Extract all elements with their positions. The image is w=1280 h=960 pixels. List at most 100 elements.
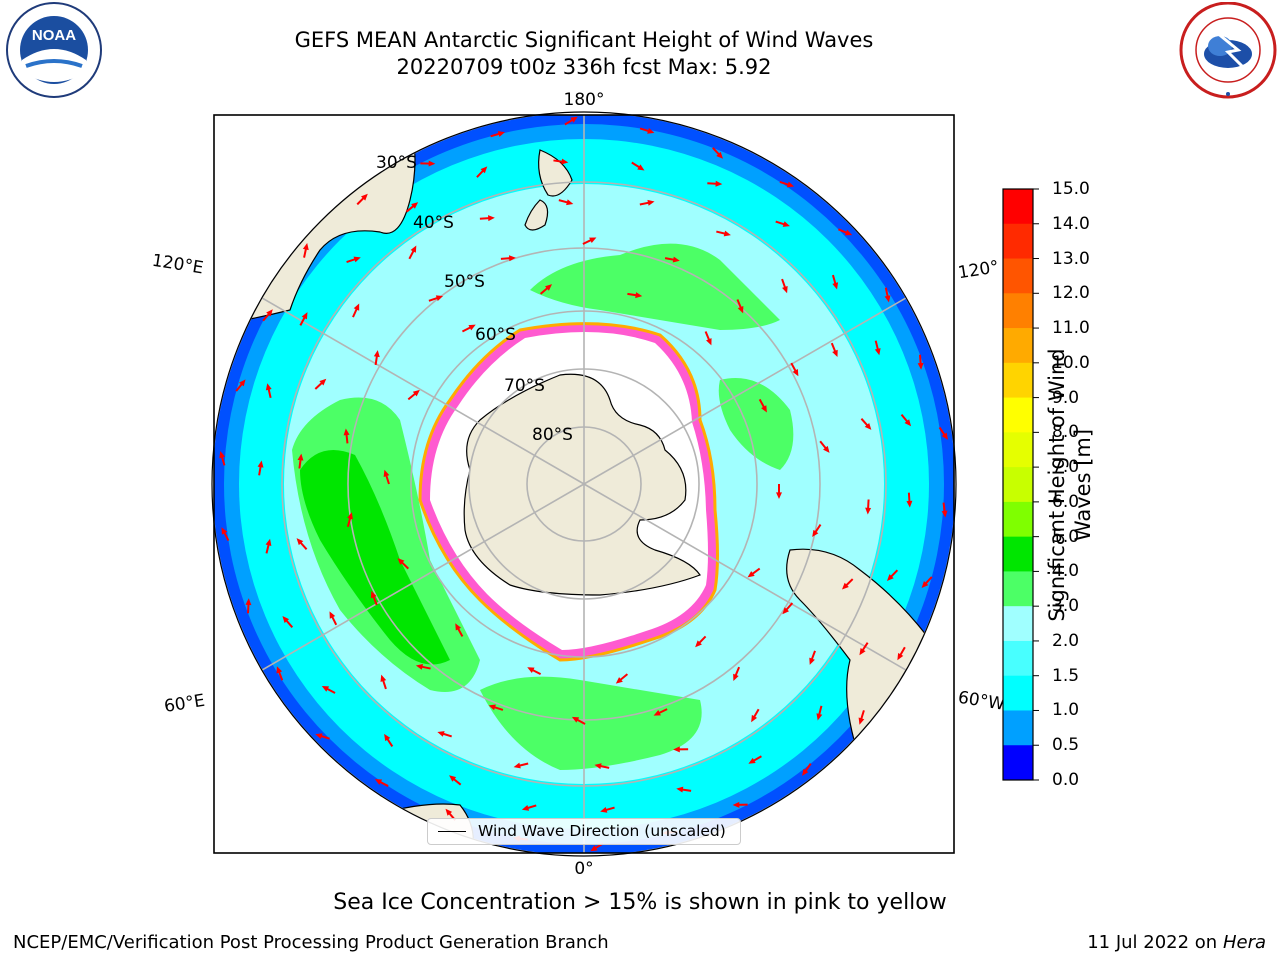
wave-arrow-head: [370, 590, 377, 599]
graticule: [214, 115, 954, 853]
wave-arrow-head: [865, 507, 872, 515]
wave-arrow-head: [508, 255, 516, 262]
lon-label-60w: 60°W: [957, 688, 1007, 715]
wave-arrow-head: [737, 306, 744, 314]
wave-arrow-head: [921, 581, 929, 588]
wave-arrow-head: [219, 450, 226, 459]
wave-arrow-head: [561, 158, 569, 165]
wave-arrow-head: [347, 512, 353, 520]
wave-arrow-head: [802, 768, 809, 776]
chart-subtitle: 20220709 t00z 336h fcst Max: 5.92: [396, 55, 772, 79]
colorbar-tick-label: 0.5: [1052, 735, 1080, 756]
wave-arrow-head: [748, 757, 756, 764]
lon-label-0: 0°: [574, 859, 593, 879]
wave-arrow-head: [361, 193, 368, 201]
wave-arrow-head: [590, 845, 598, 852]
wave-arrow-head: [321, 685, 330, 692]
wave-arrow-head: [239, 379, 246, 387]
wave-arrow-head: [445, 808, 453, 816]
wave-arrow-head: [823, 445, 830, 453]
colorbar-segment: [1003, 501, 1033, 538]
wave-arrow-head: [353, 256, 361, 263]
wave-patch-south: [480, 676, 702, 770]
wave-arrow-head: [468, 324, 476, 331]
wave-arrow-head: [437, 731, 445, 737]
wave-arrow-head: [527, 667, 535, 673]
wave-arrow-head: [782, 285, 788, 294]
colorbar-segment: [1003, 328, 1033, 364]
wave-arrow-head: [941, 510, 948, 518]
colorbar-tick-label: 15.0: [1052, 179, 1090, 199]
wave-arrow-head: [672, 256, 680, 263]
wave-arrow-head: [383, 469, 390, 477]
wave-arrow-head: [859, 647, 866, 656]
map-frame: [213, 114, 955, 854]
colorbar-tick-label: 5.0: [1052, 526, 1080, 547]
wave-arrow-head: [706, 338, 712, 346]
lat-label-60s: 60°S: [475, 325, 516, 345]
colorbar-tick-label: 11.0: [1052, 318, 1090, 339]
wave-arrow-head: [276, 666, 283, 674]
wave-arrow-head: [245, 598, 252, 606]
colorbar-label-line1: Significant Height of Wind: [1045, 348, 1069, 622]
colorbar-label-line2: Waves [m]: [1071, 428, 1095, 542]
colorbar-tick-label: 12.0: [1052, 283, 1090, 304]
colorbar-segment: [1003, 675, 1033, 711]
wave-arrow-head: [571, 716, 580, 723]
wave-arrow-head: [676, 786, 684, 793]
wave-arrow-head: [428, 160, 436, 167]
footer-date: 11 Jul 2022 on Hera: [1087, 932, 1266, 953]
wave-arrow-head: [589, 237, 597, 244]
wave-arrow-head: [647, 199, 655, 206]
colorbar-segment: [1003, 189, 1033, 225]
footer-credit: NCEP/EMC/Verification Post Processing Pr…: [13, 932, 609, 953]
wave-arrow-head: [315, 733, 323, 740]
wave-arrow-head: [410, 245, 417, 253]
wave-arrow-head: [513, 762, 521, 769]
wave-arrow-head: [776, 492, 782, 499]
colorbar-segment: [1003, 293, 1033, 329]
wave-arrow-head: [570, 116, 578, 123]
wave-arrow-head: [733, 673, 739, 682]
wave-arrow-head: [380, 674, 387, 682]
wave-arrow-head: [673, 746, 680, 753]
colorbar-tick-label: 9.0: [1052, 387, 1080, 408]
legend-label: Wind Wave Direction (unscaled): [478, 822, 726, 840]
wave-arrow-head: [782, 221, 790, 227]
wave-arrow-head: [812, 529, 819, 538]
chart-title: GEFS MEAN Antarctic Significant Height o…: [294, 28, 874, 52]
colorbar-segment: [1003, 258, 1033, 294]
colorbar-segment: [1003, 745, 1033, 781]
wave-arrow-head: [751, 714, 758, 723]
colorbar-tick-label: 7.0: [1052, 457, 1080, 478]
wave-arrow-head: [521, 804, 530, 811]
wave-arrow-head: [296, 538, 304, 546]
colorbar-tick-label: 13.0: [1052, 248, 1090, 269]
colorbar-segment: [1003, 640, 1033, 677]
wave-arrow-head: [732, 801, 740, 808]
wave-arrow-head: [302, 242, 309, 251]
wave-arrow-head: [917, 362, 924, 370]
wave-arrow-head: [786, 181, 795, 188]
wave-arrow-head: [816, 713, 823, 721]
wave-arrow-head: [282, 616, 290, 623]
wave-arrow-head: [886, 574, 894, 581]
wave-arrow-head: [480, 166, 488, 174]
colorbar-tick-label: 4.0: [1052, 561, 1080, 582]
map-legend: Wind Wave Direction (unscaled): [427, 818, 741, 845]
wave-arrow-head: [615, 677, 623, 684]
colorbar-segment: [1003, 362, 1033, 399]
wave-arrow-head: [884, 295, 891, 303]
wave-arrow-head: [497, 131, 505, 137]
legend-line-icon: [438, 831, 466, 832]
colorbar-segment: [1003, 397, 1033, 433]
wave-arrow-head: [653, 710, 661, 716]
new-zealand-land: [524, 149, 573, 231]
lat-label-50s: 50°S: [444, 272, 485, 292]
wave-arrow-head: [782, 607, 790, 615]
wave-arrow-head: [635, 292, 643, 299]
colorbar-label: Significant Height of Wind Waves [m]: [1044, 335, 1096, 635]
wave-arrow-head: [221, 527, 228, 535]
wave-arrow-head: [384, 733, 391, 742]
lat-label-40s: 40°S: [413, 213, 454, 233]
